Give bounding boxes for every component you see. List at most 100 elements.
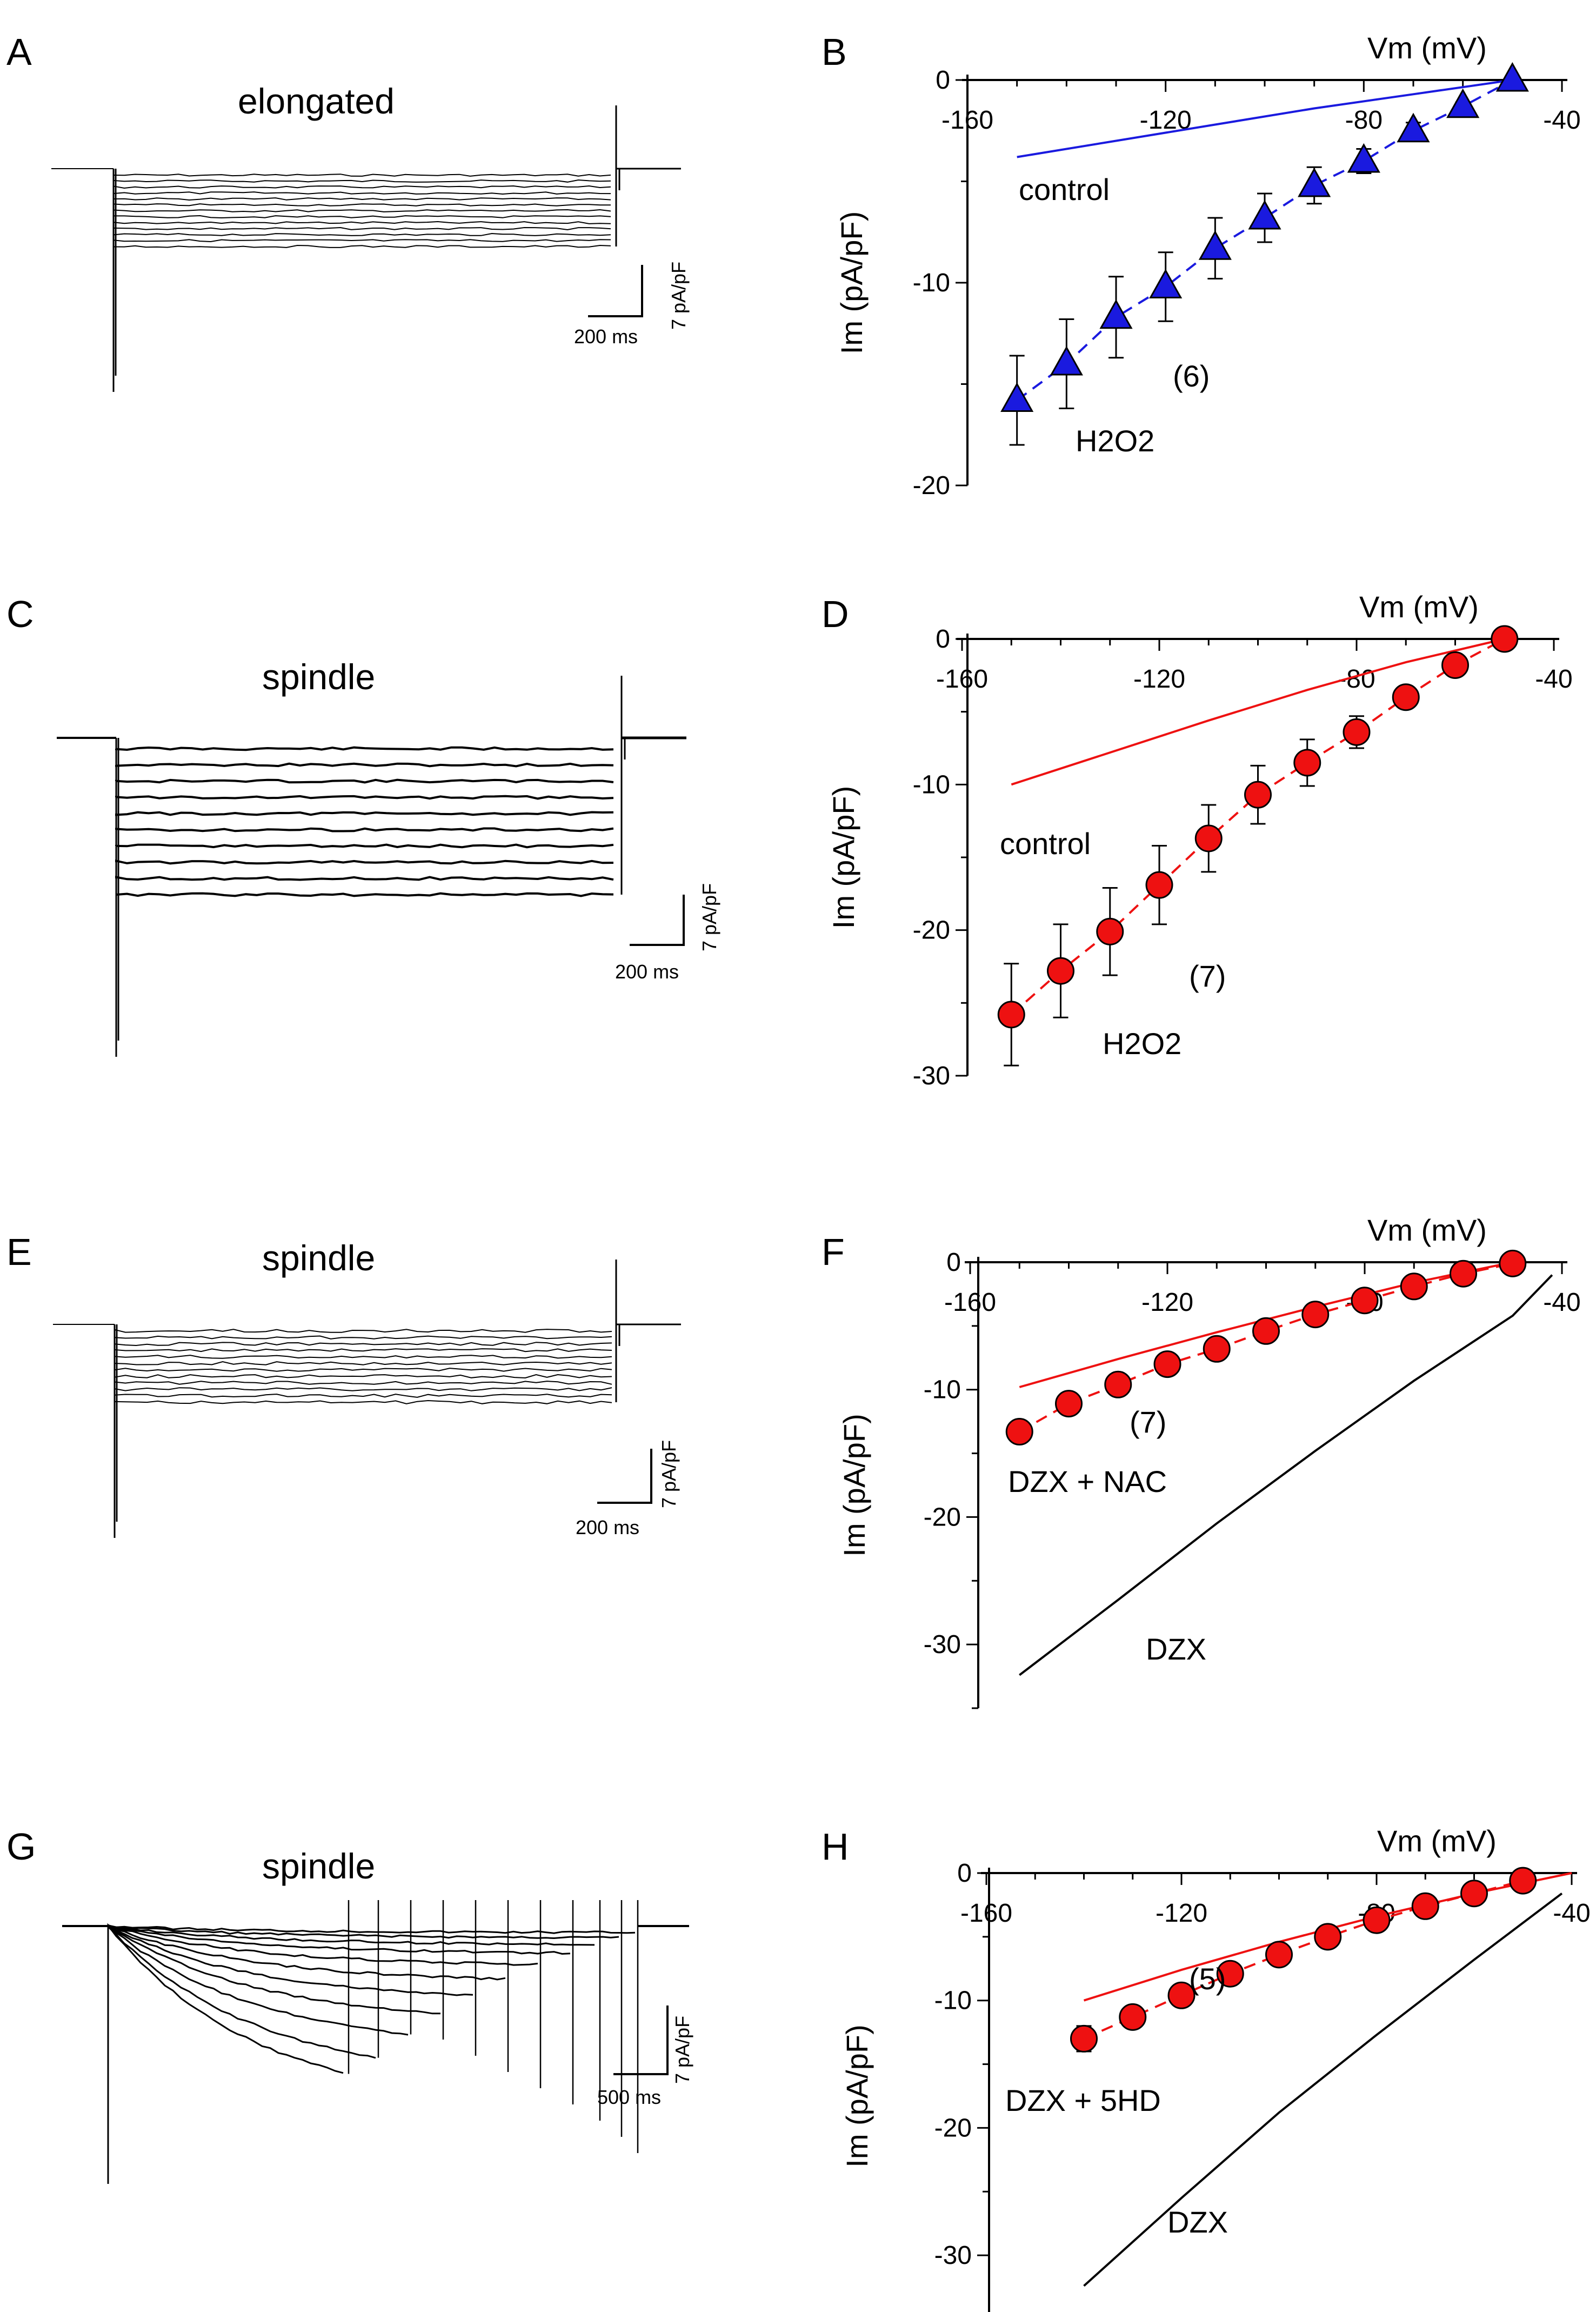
scale-current-c: 7 pA/pF xyxy=(698,883,720,951)
x-tick-label: -160 xyxy=(960,1899,1012,1928)
current-trace xyxy=(116,892,614,897)
current-trace xyxy=(113,185,611,189)
current-trace xyxy=(107,1923,506,1981)
annotation-dzx: DZX xyxy=(1167,2205,1228,2239)
current-trace xyxy=(115,795,614,800)
data-point xyxy=(1119,2003,1147,2031)
current-trace xyxy=(115,778,614,784)
current-trace xyxy=(113,221,611,224)
annotation-n: (6) xyxy=(1173,359,1210,393)
x-tick-label: -120 xyxy=(1156,1899,1207,1928)
x-tick-label: -160 xyxy=(944,1288,996,1317)
data-point xyxy=(1293,749,1321,777)
data-point xyxy=(1411,1892,1439,1920)
control-curve xyxy=(1011,638,1505,786)
current-trace xyxy=(107,1923,344,2074)
panel-label-h: H xyxy=(822,1825,849,1868)
data-point xyxy=(1347,143,1380,173)
y-axis-label: Im (pA/pF) xyxy=(834,211,869,354)
y-tick-label: -20 xyxy=(913,471,950,500)
y-tick-label: -10 xyxy=(913,770,950,799)
current-trace xyxy=(107,1925,409,2036)
y-tick-label: -20 xyxy=(934,2114,972,2142)
x-axis-label: Vm (mV) xyxy=(1367,31,1487,65)
scale-time-g: 500 ms xyxy=(597,2086,661,2108)
data-point xyxy=(1194,824,1223,852)
current-trace xyxy=(107,1925,440,2015)
current-trace xyxy=(113,244,611,248)
scale-current-e: 7 pA/pF xyxy=(658,1440,680,1508)
x-axis-label: Vm (mV) xyxy=(1367,1213,1487,1247)
y-tick-label: -10 xyxy=(924,1376,961,1404)
current-trace xyxy=(113,191,611,195)
y-tick-label: -10 xyxy=(913,269,950,297)
y-tick-label: -20 xyxy=(913,916,950,945)
current-trace xyxy=(114,1400,612,1404)
current-traces-g xyxy=(62,1900,689,2184)
x-tick-label: -120 xyxy=(1133,665,1185,694)
annotation-treat: H2O2 xyxy=(1103,1027,1181,1061)
data-point xyxy=(1314,1923,1342,1951)
data-point xyxy=(1491,625,1519,653)
data-point xyxy=(1509,1867,1537,1895)
current-trace xyxy=(115,827,614,832)
data-point xyxy=(1450,1260,1477,1288)
scale-bar-g: 500 ms 7 pA/pF xyxy=(597,2005,693,2108)
annotation-n: (7) xyxy=(1130,1405,1166,1439)
onset-transient xyxy=(113,1324,118,1538)
y-axis-label: Im (pA/pF) xyxy=(840,2024,874,2167)
x-axis-label: Vm (mV) xyxy=(1377,1824,1497,1858)
current-trace xyxy=(108,1925,619,1940)
data-point xyxy=(1495,62,1529,92)
y-tick-label: 0 xyxy=(936,66,950,95)
x-tick-label: -80 xyxy=(1345,106,1383,135)
data-point xyxy=(1167,1981,1196,2009)
data-point xyxy=(1397,112,1430,143)
data-point xyxy=(1343,718,1371,746)
current-traces-e xyxy=(53,1260,681,1538)
onset-transient xyxy=(112,169,117,392)
data-point xyxy=(1153,1350,1181,1378)
y-tick-label: 0 xyxy=(936,625,950,654)
data-point xyxy=(1363,1906,1391,1934)
data-point xyxy=(1005,1418,1033,1445)
scale-bar-c: 200 ms 7 pA/pF xyxy=(615,883,720,983)
annotation-treat: DZX + 5HD xyxy=(1005,2083,1161,2117)
current-trace xyxy=(114,1355,612,1359)
x-tick-label: -40 xyxy=(1543,1288,1580,1317)
data-point xyxy=(1400,1272,1428,1301)
data-point xyxy=(1499,1249,1527,1277)
data-point xyxy=(1096,917,1124,945)
current-trace xyxy=(113,203,611,206)
current-trace xyxy=(115,762,614,768)
scale-bar-e: 200 ms 7 pA/pF xyxy=(576,1440,680,1538)
scale-time-a: 200 ms xyxy=(574,325,638,348)
dzx-curve xyxy=(1019,1274,1553,1676)
current-trace xyxy=(114,1381,612,1385)
offset-transient xyxy=(615,105,620,246)
current-trace xyxy=(114,1374,612,1379)
current-trace xyxy=(107,1923,538,1966)
data-point xyxy=(1055,1390,1083,1418)
panel-label-g: G xyxy=(6,1825,36,1868)
current-trace xyxy=(114,1348,612,1352)
y-tick-label: 0 xyxy=(946,1248,961,1277)
current-trace xyxy=(107,1924,636,1934)
y-axis-label: Im (pA/pF) xyxy=(826,786,860,929)
data-point xyxy=(1149,269,1183,298)
y-tick-label: -30 xyxy=(934,2241,972,2270)
data-point xyxy=(1460,1880,1488,1908)
trace-title-c: spindle xyxy=(262,657,375,697)
annotation-n: (7) xyxy=(1189,959,1226,993)
current-trace xyxy=(114,1394,612,1398)
data-point xyxy=(1301,1301,1330,1329)
data-point xyxy=(1441,651,1469,679)
x-tick-label: -120 xyxy=(1141,1288,1193,1317)
y-tick-label: -20 xyxy=(924,1503,961,1531)
x-tick-label: -40 xyxy=(1543,106,1580,135)
current-trace xyxy=(115,811,614,816)
panel-label-e: E xyxy=(6,1231,32,1273)
panel-label-f: F xyxy=(822,1231,845,1273)
